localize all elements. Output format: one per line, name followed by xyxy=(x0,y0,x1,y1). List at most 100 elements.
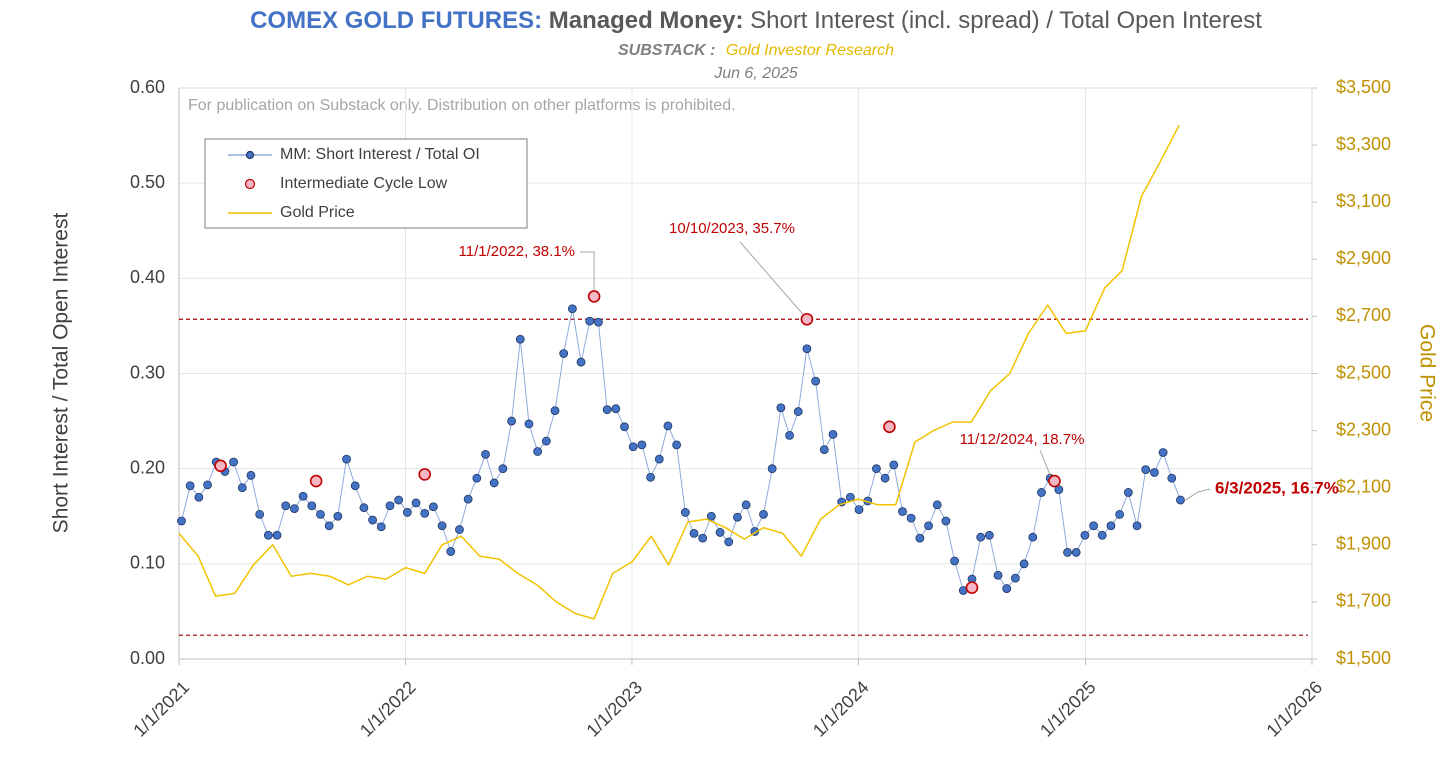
data-point xyxy=(1167,473,1177,483)
source: Gold Investor Research xyxy=(726,42,894,59)
data-point xyxy=(524,419,534,429)
data-point xyxy=(376,522,386,532)
series-line xyxy=(181,308,1181,591)
data-point xyxy=(950,556,960,566)
data-point xyxy=(1176,495,1185,505)
data-point xyxy=(915,533,925,543)
y-axis-title: Short Interest / Total Open Interest xyxy=(50,213,73,534)
legend-label: Gold Price xyxy=(280,204,355,221)
data-point xyxy=(290,504,299,514)
y2-tick-label: $3,300 xyxy=(1336,134,1391,154)
data-point xyxy=(1019,559,1029,569)
data-point xyxy=(1011,573,1020,583)
series-line xyxy=(178,124,1180,620)
data-point xyxy=(802,344,812,354)
data-point xyxy=(1071,548,1081,557)
data-point xyxy=(1054,485,1064,495)
y-tick-label: 0.00 xyxy=(130,648,165,668)
data-point xyxy=(776,403,786,413)
cycle-low-marker xyxy=(1048,474,1061,488)
data-point xyxy=(663,421,673,431)
data-point xyxy=(1158,448,1168,457)
y-tick-label: 0.20 xyxy=(130,457,165,477)
data-point xyxy=(637,440,647,450)
x-tick-label: 1/1/2022 xyxy=(356,677,420,741)
cycle-low-marker xyxy=(883,420,896,434)
data-point xyxy=(237,483,247,493)
cycle-low-marker xyxy=(965,581,979,594)
data-point xyxy=(307,501,317,511)
data-point xyxy=(185,481,195,491)
data-point xyxy=(706,511,716,521)
data-point xyxy=(394,495,404,505)
data-point xyxy=(472,473,482,483)
data-point xyxy=(420,508,430,518)
data-point xyxy=(333,511,343,521)
annotation: 10/10/2023, 35.7% xyxy=(669,220,795,237)
data-point xyxy=(1097,530,1107,540)
legend-label: Intermediate Cycle Low xyxy=(280,175,448,192)
data-point xyxy=(941,516,951,526)
data-point xyxy=(585,316,595,326)
y-tick-label: 0.60 xyxy=(130,77,165,97)
cycle-low-marker xyxy=(214,459,227,473)
data-point xyxy=(576,357,586,367)
data-point xyxy=(689,528,699,538)
y-tick-label: 0.30 xyxy=(130,362,165,382)
y-tick-label: 0.40 xyxy=(130,267,165,287)
data-point xyxy=(489,478,499,488)
data-point xyxy=(1002,584,1012,593)
data-point xyxy=(1063,548,1072,557)
title-part: COMEX GOLD FUTURES: xyxy=(250,7,542,34)
data-point xyxy=(177,516,186,526)
data-point xyxy=(672,440,682,450)
data-point xyxy=(550,406,560,416)
data-point xyxy=(428,502,438,512)
y2-tick-label: $3,500 xyxy=(1336,77,1391,97)
y2-tick-label: $1,500 xyxy=(1336,648,1391,668)
data-point xyxy=(811,376,821,386)
title-part: Short Interest (incl. spread) / Total Op… xyxy=(750,7,1262,34)
data-point xyxy=(1037,488,1046,497)
data-point xyxy=(255,509,265,519)
data-point xyxy=(194,492,204,502)
data-point xyxy=(350,481,360,491)
data-point xyxy=(932,500,942,510)
data-point xyxy=(1080,530,1090,540)
data-point xyxy=(889,460,899,470)
data-point xyxy=(281,501,291,511)
y-tick-label: 0.10 xyxy=(130,553,165,573)
data-point xyxy=(785,430,794,440)
source-label: SUBSTACK : xyxy=(618,42,715,59)
data-point xyxy=(1106,521,1116,531)
x-tick-label: 1/1/2026 xyxy=(1262,677,1326,741)
data-point xyxy=(1149,468,1159,477)
data-point xyxy=(567,304,577,314)
data-point xyxy=(872,464,881,474)
subtitle: SUBSTACK : Gold Investor Research xyxy=(618,42,894,59)
data-point xyxy=(976,532,986,542)
data-point xyxy=(793,407,803,416)
data-point xyxy=(1089,521,1098,531)
data-point xyxy=(1132,521,1142,531)
data-point xyxy=(541,436,551,446)
data-point xyxy=(463,494,473,504)
data-point xyxy=(611,404,621,414)
data-point xyxy=(446,547,456,556)
data-point xyxy=(741,500,751,510)
x-tick-label: 1/1/2023 xyxy=(582,677,646,741)
data-point xyxy=(628,442,638,452)
data-point xyxy=(359,503,369,513)
data-point xyxy=(906,513,916,523)
data-point xyxy=(263,530,273,540)
data-point xyxy=(759,509,768,519)
data-point xyxy=(229,457,239,467)
data-point xyxy=(602,405,612,415)
legend-marker xyxy=(245,150,255,160)
data-point xyxy=(316,509,325,519)
data-point xyxy=(437,521,447,531)
cycle-low-marker xyxy=(418,468,432,481)
data-point xyxy=(993,570,1003,580)
y-tick-label: 0.50 xyxy=(130,172,165,192)
